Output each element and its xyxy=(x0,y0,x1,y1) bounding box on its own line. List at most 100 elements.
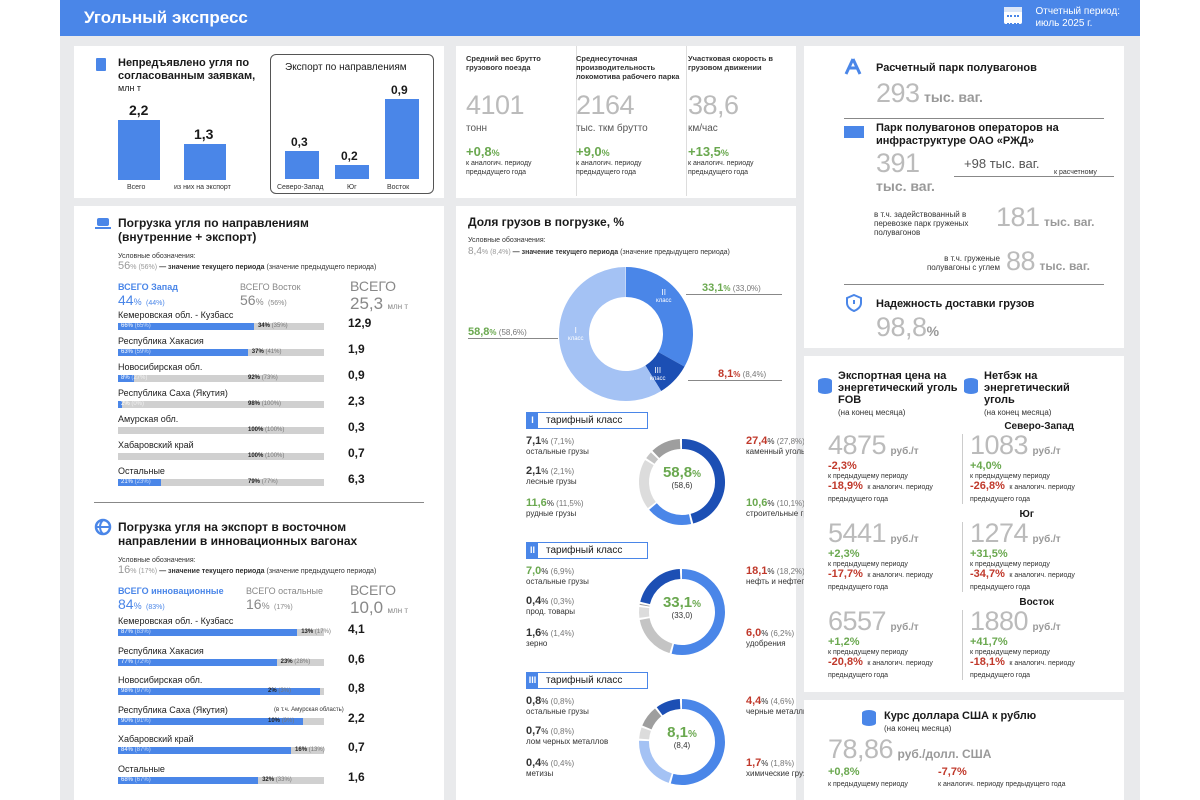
loading-total-value: 25,3 xyxy=(350,294,384,313)
share-prev: (65%) xyxy=(134,323,151,329)
cargo-value: 0,8 xyxy=(526,695,542,707)
divider xyxy=(954,176,1114,177)
other-share-text: 100% (100%) xyxy=(248,427,284,434)
share-value: 90% xyxy=(121,717,134,724)
share-bar: 84% (87%) 16% (13%) xyxy=(118,747,325,754)
month-note: к предыдущему периоду xyxy=(828,649,908,656)
pct-sign: % xyxy=(541,597,549,606)
price-value-line: 4875 руб./т xyxy=(828,430,919,461)
cargo-value: 10,6 xyxy=(746,497,768,509)
fob-title: Экспортная цена на энергетический уголь … xyxy=(838,370,958,406)
usd-title: Курс доллара США к рублю xyxy=(884,710,1037,722)
other-share-text: 79% (77%) xyxy=(248,479,278,486)
class-center-value: 58,8% xyxy=(662,464,702,481)
cargo-value: 11,6 xyxy=(526,497,547,509)
share-value: 87% xyxy=(121,629,134,635)
leader-line xyxy=(686,294,782,295)
month-change: +41,7% xyxy=(970,636,1008,648)
region-heading: Юг xyxy=(1019,509,1034,520)
operator-fleet-title: Парк полувагонов операторов на инфрастру… xyxy=(876,122,1059,147)
year-change-line: -18,1% к аналогич. периоду предыдущего г… xyxy=(970,656,1098,680)
class-center: 33,1% (33,0) xyxy=(632,594,732,620)
west-value: 44 xyxy=(118,292,134,308)
year-note: к аналогич. периоду предыдущего года xyxy=(970,572,1075,591)
cargo-name: зерно xyxy=(526,639,548,648)
share-prev: (97%) xyxy=(134,688,151,694)
region-total: 0,7 xyxy=(348,446,365,460)
share-bar: 66% (65%) 34% (35%) xyxy=(118,323,324,330)
cargo-item: 0,7% (0,8%) лом черных металлов xyxy=(526,726,636,747)
share-value: 21% xyxy=(121,479,134,485)
wagon-icon xyxy=(844,58,862,75)
export-east-value: 0,9 xyxy=(391,83,408,97)
pct-sign: % xyxy=(541,697,549,706)
other-wagons-label: ВСЕГО остальные xyxy=(246,586,323,596)
column-divider xyxy=(962,434,963,504)
pct-sign: % xyxy=(541,467,549,476)
cargo-name: рудные грузы xyxy=(526,509,577,518)
loading-total-label: ВСЕГО xyxy=(350,278,397,294)
fleet-delta: +98 xyxy=(964,156,987,171)
railcar-icon xyxy=(844,126,864,138)
coal-wagons-label: в т.ч. груженые полувагоны с углем xyxy=(926,254,1000,272)
undelivered-panel: Непредъявлено угля по согласованным заяв… xyxy=(74,46,444,198)
region-total: 0,9 xyxy=(348,368,365,382)
price-unit: руб./т xyxy=(890,446,919,457)
kpi-panel: Средний вес брутто грузового поезда 4101… xyxy=(456,46,796,198)
share-value: 77% xyxy=(121,658,134,665)
other-share-prev: (17%) xyxy=(314,629,331,635)
month-change: -2,3% xyxy=(828,460,857,472)
cargo-value-line: 27,4% (27,8%) xyxy=(746,436,856,447)
cargo-value: 7,1 xyxy=(526,435,542,447)
cargo-value: 6,0 xyxy=(746,627,762,639)
share-bar: 21% (23%) 79% (77%) xyxy=(118,479,324,486)
undelivered-total-label: Всего xyxy=(127,184,146,191)
kpi-divider xyxy=(576,46,577,196)
cargo-value: 2,1 xyxy=(526,465,542,477)
class2-donut-label: II класс xyxy=(656,288,672,304)
region-name: Кемеровская обл. - Кузбасс xyxy=(118,310,234,320)
share-value: 2% xyxy=(121,401,130,407)
cargo-item: 27,4% (27,8%) каменный уголь xyxy=(746,436,856,457)
calendar-icon xyxy=(1004,7,1022,25)
cargo-value-line: 4,4% (4,6%) xyxy=(746,696,856,707)
cargo-value-line: 2,1% (2,1%) xyxy=(526,466,636,477)
cargo-value-line: 10,6% (10,1%) xyxy=(746,498,856,509)
pct: % xyxy=(692,469,702,480)
month-note: к предыдущему периоду xyxy=(970,473,1050,480)
share-value: 98% xyxy=(121,688,134,694)
class3-share-value: 8,1 xyxy=(718,368,734,380)
other-share-prev: (77%) xyxy=(261,479,278,485)
cargo-value-line: 1,7% (1,8%) xyxy=(746,758,856,769)
cargo-prev: (1,8%) xyxy=(770,759,795,768)
reliability-title: Надежность доставки грузов xyxy=(876,298,1035,310)
cargo-value-line: 6,0% (6,2%) xyxy=(746,628,856,639)
undelivered-title: Непредъявлено угля по согласованным заяв… xyxy=(118,57,256,82)
usd-panel: Курс доллара США к рублю (на конец месяц… xyxy=(804,700,1124,800)
region-name: Новосибирская обл. xyxy=(118,362,203,372)
class2-share-value: 33,1 xyxy=(702,282,724,294)
share-bar: 77% (72%) 23% (28%) xyxy=(118,658,324,666)
year-note: к аналогич. периоду предыдущего года xyxy=(970,660,1075,679)
share-bar-fill xyxy=(118,401,123,408)
tariff-class-text: тарифный класс xyxy=(546,545,623,556)
class-segment xyxy=(671,569,725,655)
pct-sign: % xyxy=(546,499,554,508)
share-prev: (87%) xyxy=(134,747,151,753)
share-bar-fill xyxy=(118,747,292,754)
innov-label: ВСЕГО инновационные xyxy=(118,586,224,596)
pct-sign: % xyxy=(767,499,775,508)
share-bar: 8% (27%) 92% (73%) xyxy=(118,375,324,382)
share-value-text: 90% (91%) xyxy=(121,718,151,725)
other-share-text: 32% (33%) xyxy=(262,777,292,784)
netback-title: Нетбэк на энергетический уголь xyxy=(984,370,1070,406)
price-value: 1083 xyxy=(970,430,1029,460)
other-share-value: 92% xyxy=(248,375,261,381)
region-total: 12,9 xyxy=(348,316,372,330)
cargo-name: удобрения xyxy=(746,639,786,648)
share-value-text: 2% (0%) xyxy=(121,401,144,408)
year-change-line: -20,8% к аналогич. периоду предыдущего г… xyxy=(828,656,956,680)
undelivered-unit: млн т xyxy=(118,83,142,93)
month-change: +4,0% xyxy=(970,460,1002,472)
other-share-prev: (41%) xyxy=(265,349,282,355)
